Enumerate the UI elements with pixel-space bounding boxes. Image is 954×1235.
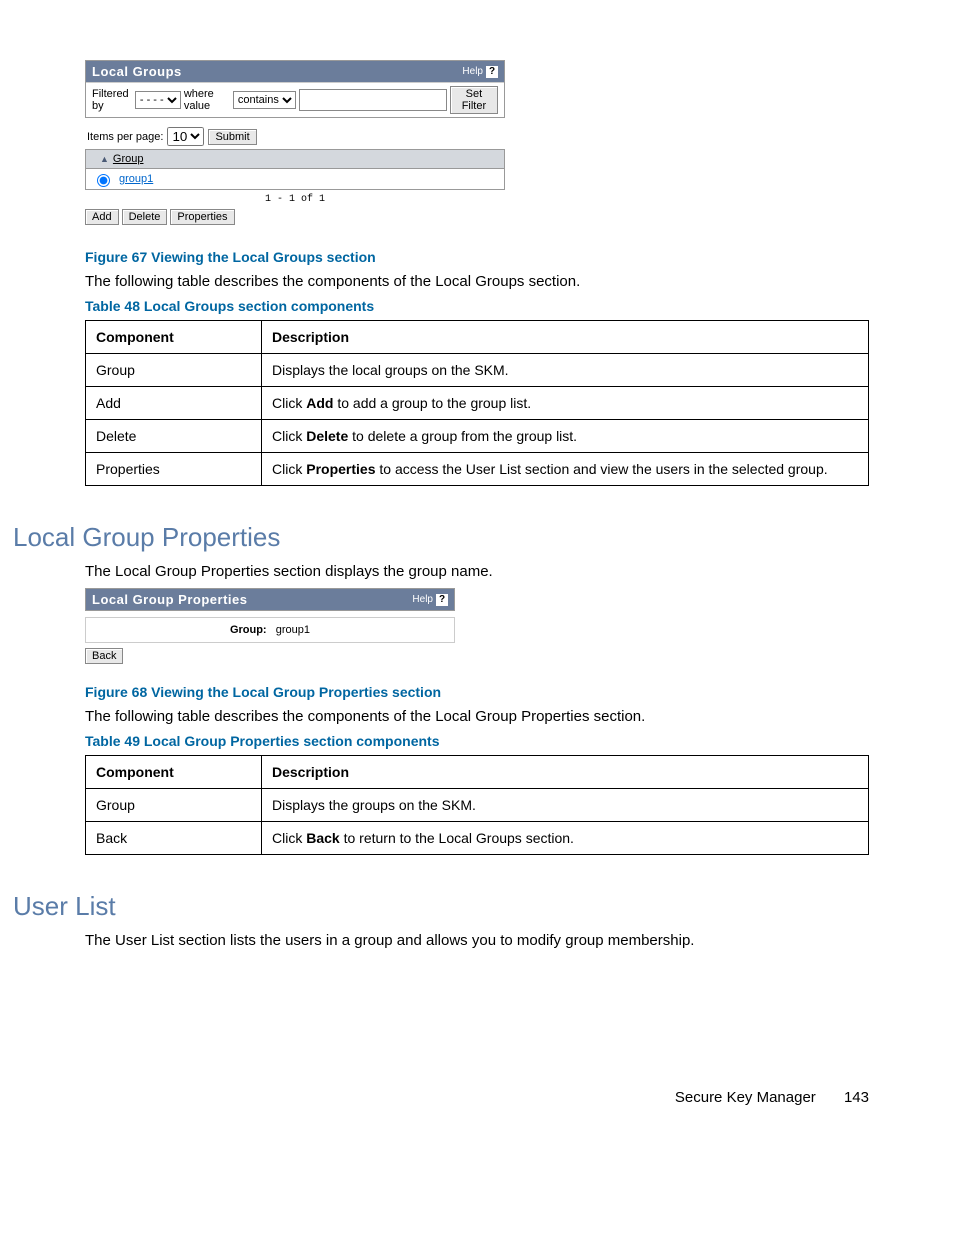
panel-header: Local Group Properties Help ?: [86, 589, 454, 610]
intro-text-2: The Local Group Properties section displ…: [85, 563, 869, 580]
panel-header: Local Groups Help ?: [86, 61, 504, 82]
help-link[interactable]: Help ?: [412, 594, 448, 606]
table-48: Component Description Group Displays the…: [85, 320, 869, 486]
set-filter-button[interactable]: Set Filter: [450, 86, 498, 114]
table-48-caption: Table 48 Local Groups section components: [85, 298, 869, 314]
help-link[interactable]: Help ?: [462, 66, 498, 78]
td-desc: Click Add to add a group to the group li…: [262, 387, 869, 420]
filter-row: Filtered by - - - - where value contains…: [86, 82, 504, 117]
th-description: Description: [262, 321, 869, 354]
add-button[interactable]: Add: [85, 209, 119, 225]
filter-op-select[interactable]: contains: [233, 91, 296, 109]
table-row: group1: [85, 169, 505, 190]
pager-text: 1 - 1 of 1: [85, 190, 505, 209]
help-icon: ?: [436, 594, 448, 606]
filtered-by-label: Filtered by: [92, 88, 132, 112]
intro-text-4: The User List section lists the users in…: [85, 932, 869, 949]
filter-value-input[interactable]: [299, 89, 447, 111]
group-header-label: Group: [113, 153, 144, 165]
items-per-page-select[interactable]: 10: [167, 127, 204, 146]
properties-button[interactable]: Properties: [170, 209, 234, 225]
button-row: Add Delete Properties: [85, 209, 505, 225]
th-component: Component: [86, 756, 262, 789]
group-property-row: Group: group1: [85, 617, 455, 643]
td-desc: Click Delete to delete a group from the …: [262, 420, 869, 453]
td-comp: Group: [86, 789, 262, 822]
delete-button[interactable]: Delete: [122, 209, 168, 225]
section-heading-user-list: User List: [13, 891, 869, 922]
items-per-page-label: Items per page:: [87, 131, 163, 143]
where-value-label: where value: [184, 88, 230, 112]
table-49-caption: Table 49 Local Group Properties section …: [85, 733, 869, 749]
footer-doc-title: Secure Key Manager: [675, 1089, 816, 1106]
filter-field-select[interactable]: - - - -: [135, 91, 181, 109]
sort-icon: ▲: [100, 154, 109, 164]
intro-text-1: The following table describes the compon…: [85, 273, 869, 290]
panel-title: Local Groups: [92, 64, 182, 79]
intro-text-3: The following table describes the compon…: [85, 708, 869, 725]
td-comp: Group: [86, 354, 262, 387]
group-column-header[interactable]: ▲ Group: [85, 149, 505, 169]
th-description: Description: [262, 756, 869, 789]
figure-67-caption: Figure 67 Viewing the Local Groups secti…: [85, 249, 869, 265]
panel-title: Local Group Properties: [92, 592, 247, 607]
footer-page-number: 143: [844, 1089, 869, 1106]
local-group-properties-panel: Local Group Properties Help ? Group: gro…: [85, 588, 455, 664]
help-icon: ?: [486, 66, 498, 78]
th-component: Component: [86, 321, 262, 354]
table-49: Component Description Group Displays the…: [85, 755, 869, 855]
td-desc: Click Properties to access the User List…: [262, 453, 869, 486]
td-desc: Displays the groups on the SKM.: [262, 789, 869, 822]
local-groups-panel: Local Groups Help ? Filtered by - - - - …: [85, 60, 505, 225]
group-link[interactable]: group1: [119, 173, 153, 185]
td-comp: Back: [86, 822, 262, 855]
td-desc: Click Back to return to the Local Groups…: [262, 822, 869, 855]
section-heading-local-group-properties: Local Group Properties: [13, 522, 869, 553]
td-comp: Properties: [86, 453, 262, 486]
td-comp: Add: [86, 387, 262, 420]
items-per-page-row: Items per page: 10 Submit: [85, 124, 505, 149]
group-value: group1: [276, 624, 310, 636]
row-radio[interactable]: [97, 174, 110, 187]
td-desc: Displays the local groups on the SKM.: [262, 354, 869, 387]
submit-button[interactable]: Submit: [208, 129, 256, 145]
page-footer: Secure Key Manager 143: [85, 1089, 869, 1106]
group-label: Group:: [230, 624, 267, 636]
figure-68-caption: Figure 68 Viewing the Local Group Proper…: [85, 684, 869, 700]
td-comp: Delete: [86, 420, 262, 453]
back-button[interactable]: Back: [85, 648, 123, 664]
